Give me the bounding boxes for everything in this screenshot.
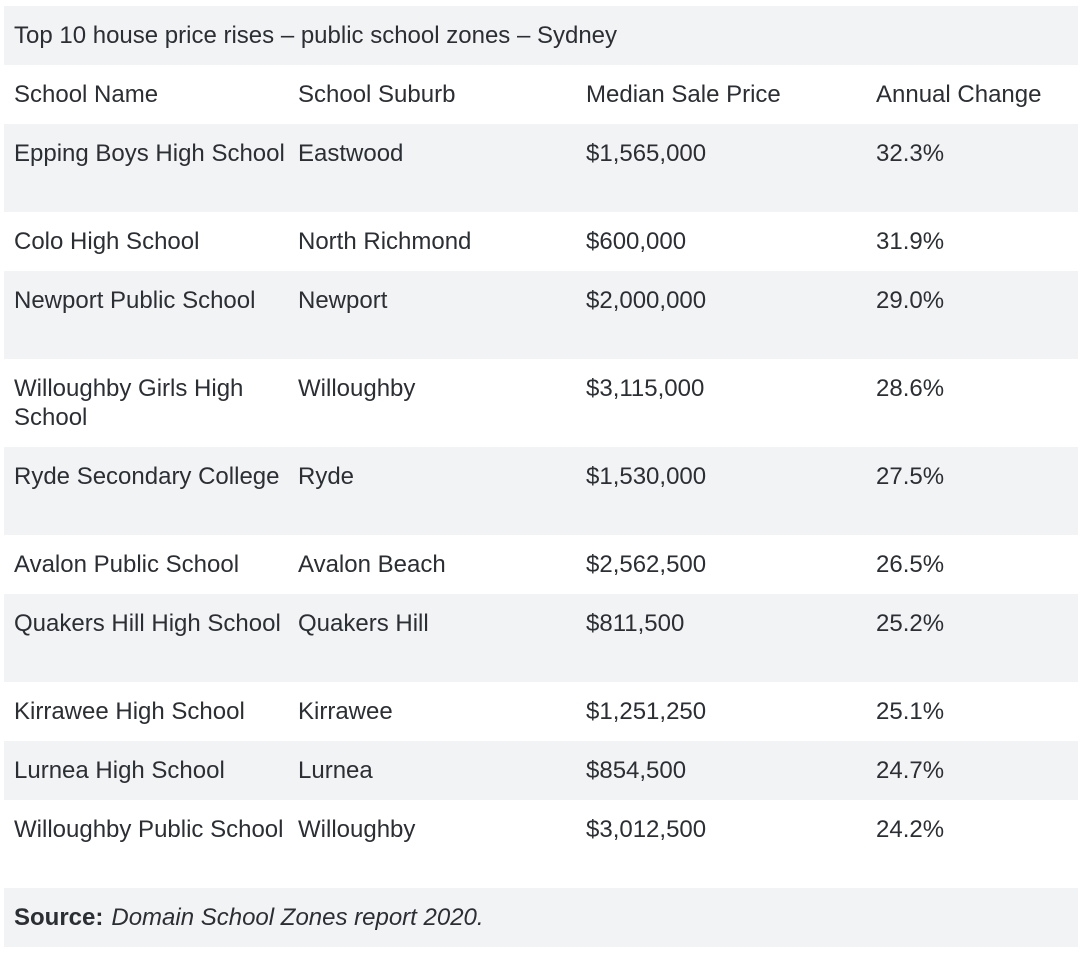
table-row: Newport Public School Newport $2,000,000… <box>4 271 1078 359</box>
table-row: Avalon Public School Avalon Beach $2,562… <box>4 535 1078 594</box>
median-price-cell: $811,500 <box>586 610 685 637</box>
school-name-cell: Willoughby Girls High School <box>14 375 244 431</box>
annual-change-cell: 25.2% <box>876 610 945 637</box>
median-price-cell: $3,012,500 <box>586 816 707 843</box>
source-footer: Source: Domain School Zones report 2020. <box>4 888 1078 947</box>
table-row: Lurnea High School Lurnea $854,500 24.7% <box>4 741 1078 800</box>
header-annual-change: Annual Change <box>876 81 1042 108</box>
header-school-name: School Name <box>14 81 159 108</box>
price-table-container: Top 10 house price rises – public school… <box>4 6 1078 947</box>
annual-change-cell: 25.1% <box>876 698 945 725</box>
table-caption: Top 10 house price rises – public school… <box>4 6 1078 65</box>
school-suburb-cell: Quakers Hill <box>298 610 429 637</box>
header-row: School Name School Suburb Median Sale Pr… <box>4 65 1078 124</box>
header-school-suburb: School Suburb <box>298 81 456 108</box>
table-row: Ryde Secondary College Ryde $1,530,000 2… <box>4 447 1078 535</box>
source-label: Source: <box>14 903 104 931</box>
median-price-cell: $1,565,000 <box>586 140 707 167</box>
table-body: Epping Boys High School Eastwood $1,565,… <box>4 124 1078 888</box>
school-suburb-cell: Kirrawee <box>298 698 393 725</box>
annual-change-cell: 31.9% <box>876 228 945 255</box>
school-suburb-cell: Willoughby <box>298 816 416 843</box>
school-suburb-cell: Newport <box>298 287 388 314</box>
table-header: School Name School Suburb Median Sale Pr… <box>4 65 1078 124</box>
annual-change-cell: 24.7% <box>876 757 945 784</box>
school-name-cell: Willoughby Public School <box>14 816 284 843</box>
table-row: Willoughby Girls High School Willoughby … <box>4 359 1078 447</box>
median-price-cell: $2,000,000 <box>586 287 707 314</box>
table-row: Kirrawee High School Kirrawee $1,251,250… <box>4 682 1078 741</box>
school-suburb-cell: Willoughby <box>298 375 416 402</box>
table-row: Willoughby Public School Willoughby $3,0… <box>4 800 1078 888</box>
school-name-cell: Kirrawee High School <box>14 698 245 725</box>
school-name-cell: Colo High School <box>14 228 200 255</box>
median-price-cell: $1,251,250 <box>586 698 707 725</box>
school-suburb-cell: Ryde <box>298 463 355 490</box>
annual-change-cell: 32.3% <box>876 140 945 167</box>
median-price-cell: $600,000 <box>586 228 687 255</box>
median-price-cell: $854,500 <box>586 757 687 784</box>
school-name-cell: Quakers Hill High School <box>14 610 281 637</box>
median-price-cell: $1,530,000 <box>586 463 707 490</box>
school-suburb-cell: Eastwood <box>298 140 404 167</box>
annual-change-cell: 29.0% <box>876 287 945 314</box>
annual-change-cell: 28.6% <box>876 375 945 402</box>
price-table: School Name School Suburb Median Sale Pr… <box>4 65 1078 888</box>
median-price-cell: $3,115,000 <box>586 375 705 402</box>
source-text: Domain School Zones report 2020. <box>111 903 484 931</box>
annual-change-cell: 24.2% <box>876 816 945 843</box>
school-name-cell: Epping Boys High School <box>14 140 285 167</box>
table-row: Quakers Hill High School Quakers Hill $8… <box>4 594 1078 682</box>
school-name-cell: Ryde Secondary College <box>14 463 280 490</box>
annual-change-cell: 27.5% <box>876 463 945 490</box>
school-suburb-cell: Avalon Beach <box>298 551 446 578</box>
school-suburb-cell: Lurnea <box>298 757 373 784</box>
school-name-cell: Newport Public School <box>14 287 256 314</box>
header-median-sale-price: Median Sale Price <box>586 81 781 108</box>
school-suburb-cell: North Richmond <box>298 228 472 255</box>
school-name-cell: Avalon Public School <box>14 551 240 578</box>
median-price-cell: $2,562,500 <box>586 551 707 578</box>
annual-change-cell: 26.5% <box>876 551 945 578</box>
table-row: Colo High School North Richmond $600,000… <box>4 212 1078 271</box>
school-name-cell: Lurnea High School <box>14 757 225 784</box>
table-row: Epping Boys High School Eastwood $1,565,… <box>4 124 1078 212</box>
